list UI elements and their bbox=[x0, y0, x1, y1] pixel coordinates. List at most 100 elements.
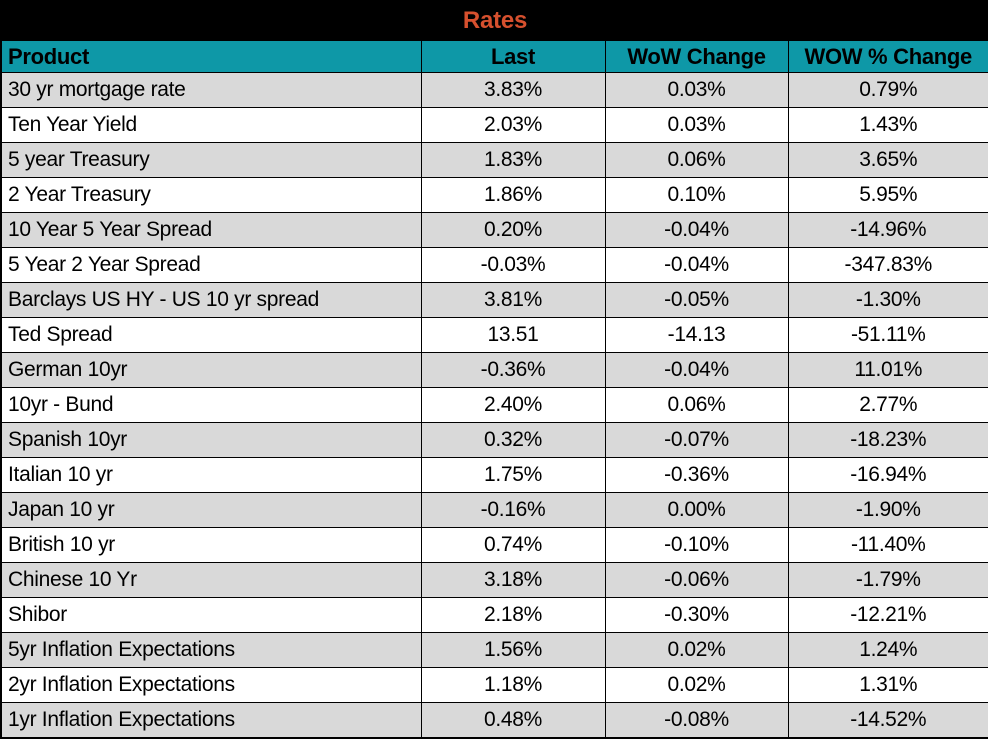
product-cell: Ted Spread bbox=[0, 317, 422, 353]
value-cell: 0.74% bbox=[420, 527, 606, 563]
rates-table-body: 30 yr mortgage rate 3.83% 0.03% 0.79% Ten Ye… bbox=[0, 72, 988, 739]
value-cell: 1.86% bbox=[420, 177, 606, 213]
table-row: Spanish 10yr 0.32% -0.07% -18.23% bbox=[0, 422, 988, 458]
product-cell: Chinese 10 Yr bbox=[0, 562, 422, 598]
value-cell: 2.77% bbox=[787, 387, 988, 423]
value-cell: -0.30% bbox=[604, 597, 789, 633]
table-row: 2yr Inflation Expectations 1.18% 0.02% 1.31… bbox=[0, 667, 988, 703]
product-cell: Ten Year Yield bbox=[0, 107, 422, 143]
value-cell: -0.06% bbox=[604, 562, 789, 598]
value-cell: 3.83% bbox=[420, 72, 606, 108]
table-title: Rates bbox=[1, 1, 988, 41]
value-cell: -0.36% bbox=[420, 352, 606, 388]
value-cell: 3.65% bbox=[787, 142, 988, 178]
column-header-wow-pct-change: WOW % Change bbox=[787, 40, 988, 73]
value-cell: 0.03% bbox=[604, 107, 789, 143]
product-cell: 2yr Inflation Expectations bbox=[0, 667, 422, 703]
value-cell: 1.24% bbox=[787, 632, 988, 668]
value-cell: 2.18% bbox=[420, 597, 606, 633]
table-header-row: Product Last WoW Change WOW % Change bbox=[0, 40, 988, 73]
value-cell: 3.18% bbox=[420, 562, 606, 598]
product-cell: 10 Year 5 Year Spread bbox=[0, 212, 422, 248]
value-cell: 3.81% bbox=[420, 282, 606, 318]
table-row: Japan 10 yr -0.16% 0.00% -1.90% bbox=[0, 492, 988, 528]
value-cell: 1.18% bbox=[420, 667, 606, 703]
table-row: 5 year Treasury 1.83% 0.06% 3.65% bbox=[0, 142, 988, 178]
value-cell: 11.01% bbox=[787, 352, 988, 388]
value-cell: -0.07% bbox=[604, 422, 789, 458]
product-cell: British 10 yr bbox=[0, 527, 422, 563]
product-cell: Japan 10 yr bbox=[0, 492, 422, 528]
value-cell: -0.04% bbox=[604, 352, 789, 388]
value-cell: -1.79% bbox=[787, 562, 988, 598]
product-cell: German 10yr bbox=[0, 352, 422, 388]
table-row: 2 Year Treasury 1.86% 0.10% 5.95% bbox=[0, 177, 988, 213]
value-cell: 0.02% bbox=[604, 632, 789, 668]
value-cell: 1.43% bbox=[787, 107, 988, 143]
value-cell: -1.90% bbox=[787, 492, 988, 528]
product-cell: Shibor bbox=[0, 597, 422, 633]
value-cell: 0.48% bbox=[420, 702, 606, 739]
product-cell: Barclays US HY - US 10 yr spread bbox=[0, 282, 422, 318]
value-cell: 0.79% bbox=[787, 72, 988, 108]
value-cell: -0.05% bbox=[604, 282, 789, 318]
value-cell: -1.30% bbox=[787, 282, 988, 318]
table-row: German 10yr -0.36% -0.04% 11.01% bbox=[0, 352, 988, 388]
value-cell: -14.52% bbox=[787, 702, 988, 739]
value-cell: -0.04% bbox=[604, 247, 789, 283]
product-cell: 2 Year Treasury bbox=[0, 177, 422, 213]
product-cell: 10yr - Bund bbox=[0, 387, 422, 423]
value-cell: -14.96% bbox=[787, 212, 988, 248]
value-cell: 2.40% bbox=[420, 387, 606, 423]
value-cell: 0.00% bbox=[604, 492, 789, 528]
column-header-product: Product bbox=[0, 40, 422, 73]
table-row: Barclays US HY - US 10 yr spread 3.81% -0.… bbox=[0, 282, 988, 318]
value-cell: 0.06% bbox=[604, 142, 789, 178]
value-cell: 0.03% bbox=[604, 72, 789, 108]
value-cell: 2.03% bbox=[420, 107, 606, 143]
table-row: Chinese 10 Yr 3.18% -0.06% -1.79% bbox=[0, 562, 988, 598]
value-cell: 1.83% bbox=[420, 142, 606, 178]
value-cell: 0.32% bbox=[420, 422, 606, 458]
value-cell: 0.20% bbox=[420, 212, 606, 248]
product-cell: Spanish 10yr bbox=[0, 422, 422, 458]
value-cell: -0.10% bbox=[604, 527, 789, 563]
table-row: 5yr Inflation Expectations 1.56% 0.02% 1.24… bbox=[0, 632, 988, 668]
column-header-wow-change: WoW Change bbox=[604, 40, 789, 73]
value-cell: -18.23% bbox=[787, 422, 988, 458]
value-cell: 5.95% bbox=[787, 177, 988, 213]
value-cell: 1.56% bbox=[420, 632, 606, 668]
value-cell: -51.11% bbox=[787, 317, 988, 353]
value-cell: -16.94% bbox=[787, 457, 988, 493]
table-row: 5 Year 2 Year Spread -0.03% -0.04% -347.83% bbox=[0, 247, 988, 283]
product-cell: 5 year Treasury bbox=[0, 142, 422, 178]
value-cell: 0.02% bbox=[604, 667, 789, 703]
table-row: Ten Year Yield 2.03% 0.03% 1.43% bbox=[0, 107, 988, 143]
product-cell: 30 yr mortgage rate bbox=[0, 72, 422, 108]
value-cell: -0.16% bbox=[420, 492, 606, 528]
product-cell: 1yr Inflation Expectations bbox=[0, 702, 422, 739]
table-row: 10 Year 5 Year Spread 0.20% -0.04% -14.96% bbox=[0, 212, 988, 248]
column-header-last: Last bbox=[420, 40, 606, 73]
table-title-row: Rates bbox=[1, 1, 988, 41]
product-cell: Italian 10 yr bbox=[0, 457, 422, 493]
value-cell: -14.13 bbox=[604, 317, 789, 353]
table-row: Ted Spread 13.51 -14.13 -51.11% bbox=[0, 317, 988, 353]
value-cell: -0.08% bbox=[604, 702, 789, 739]
product-cell: 5yr Inflation Expectations bbox=[0, 632, 422, 668]
value-cell: -12.21% bbox=[787, 597, 988, 633]
table-row: British 10 yr 0.74% -0.10% -11.40% bbox=[0, 527, 988, 563]
table-row: Shibor 2.18% -0.30% -12.21% bbox=[0, 597, 988, 633]
table-row: 10yr - Bund 2.40% 0.06% 2.77% bbox=[0, 387, 988, 423]
value-cell: -0.36% bbox=[604, 457, 789, 493]
value-cell: 0.06% bbox=[604, 387, 789, 423]
value-cell: -0.04% bbox=[604, 212, 789, 248]
value-cell: 0.10% bbox=[604, 177, 789, 213]
product-cell: 5 Year 2 Year Spread bbox=[0, 247, 422, 283]
value-cell: 1.31% bbox=[787, 667, 988, 703]
value-cell: 13.51 bbox=[420, 317, 606, 353]
value-cell: -0.03% bbox=[420, 247, 606, 283]
value-cell: 1.75% bbox=[420, 457, 606, 493]
table-row: Italian 10 yr 1.75% -0.36% -16.94% bbox=[0, 457, 988, 493]
